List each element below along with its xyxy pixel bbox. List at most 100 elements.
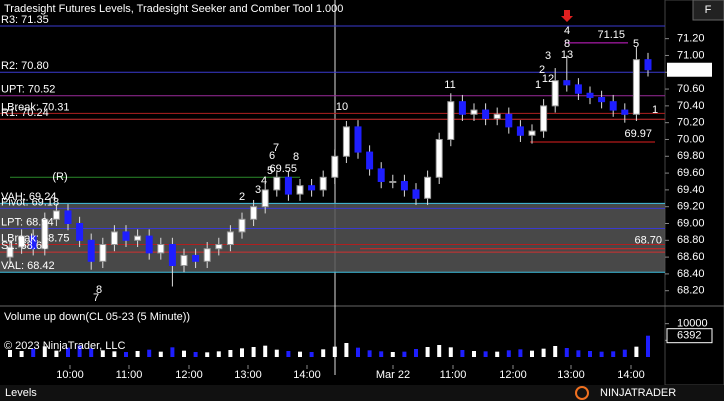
- y-tick-label: 70.60: [677, 83, 705, 95]
- annotation: 3: [255, 184, 261, 196]
- annotation: 8: [293, 151, 299, 163]
- level-label: R3: 71.35: [1, 14, 49, 26]
- candle-body: [110, 231, 118, 246]
- annotation: 10: [336, 101, 348, 113]
- annotation: (R): [52, 171, 67, 183]
- volume-bar: [437, 345, 442, 357]
- candle-body: [134, 235, 142, 241]
- candle-body: [168, 244, 176, 267]
- candle-body: [354, 126, 362, 153]
- candle-body: [435, 138, 443, 178]
- logo-icon: [575, 386, 589, 400]
- x-tick-label: 12:00: [499, 369, 527, 381]
- volume-bar: [344, 343, 349, 357]
- volume-bar: [135, 351, 140, 357]
- candle-body: [180, 254, 188, 267]
- bottom-bar: [0, 385, 724, 401]
- volume-bar: [147, 349, 152, 357]
- level-label: R2: 70.80: [1, 60, 49, 72]
- volume-bar: [182, 350, 186, 357]
- copyright: © 2023 NinjaTrader, LLC: [4, 340, 125, 352]
- volume-bar: [483, 351, 488, 357]
- volume-bar: [170, 347, 175, 357]
- candle-body: [574, 84, 582, 94]
- level-label: Pivot: 69.18: [1, 196, 59, 208]
- candle-body: [563, 80, 571, 86]
- level-label: LPT: 68.94: [1, 216, 54, 228]
- volume-bar: [77, 345, 82, 357]
- annotation: 6: [269, 150, 275, 162]
- annotation: 2: [239, 191, 245, 203]
- x-tick-label: 10:00: [56, 369, 84, 381]
- y-tick-label: 68.60: [677, 251, 705, 263]
- candle-body: [145, 235, 153, 254]
- candle-body: [458, 101, 466, 115]
- volume-bar: [390, 352, 395, 357]
- y-tick-label: 69.20: [677, 201, 705, 213]
- button[interactable]: [692, 0, 724, 21]
- volume-bar: [193, 352, 198, 357]
- candle-body: [540, 105, 548, 132]
- x-tick-label: 13:00: [557, 369, 585, 381]
- volume-bar: [89, 348, 94, 357]
- level-label: VAL: 68.42: [1, 260, 55, 272]
- candle-body: [192, 254, 200, 262]
- y-tick-label: 68.20: [677, 285, 705, 297]
- volume-bar: [379, 351, 384, 357]
- candle-body: [296, 185, 304, 195]
- volume-bar: [634, 346, 639, 357]
- x-tick-label: 14:00: [293, 369, 321, 381]
- candle-body: [598, 96, 606, 103]
- y-tick-label: 69.40: [677, 184, 705, 196]
- arrow-icon: [561, 10, 573, 22]
- candle-body: [308, 185, 316, 191]
- volume-bar: [448, 347, 453, 357]
- candle-body: [412, 189, 420, 199]
- annotation: 7: [93, 292, 99, 304]
- volume-bar: [518, 349, 523, 357]
- volume-bar: [588, 351, 592, 357]
- candle-body: [122, 231, 130, 241]
- y-tick-label: 71.00: [677, 49, 705, 61]
- value-area: [0, 203, 665, 273]
- annotation: 13: [561, 49, 573, 61]
- segment-label: 69.55: [269, 163, 297, 175]
- volume-bar: [541, 348, 546, 357]
- volume-bar: [263, 345, 268, 357]
- y-tick-label: 68.80: [677, 234, 705, 246]
- level-label: S1: 68.66: [1, 240, 48, 252]
- volume-bar: [298, 351, 302, 357]
- y-tick-label: 70.40: [677, 100, 705, 112]
- y-tick-label: 70.20: [677, 117, 705, 129]
- volume-bar: [599, 351, 604, 357]
- volume-bar: [576, 350, 581, 357]
- tab[interactable]: Levels: [5, 387, 37, 399]
- segment-label: 69.97: [624, 128, 652, 140]
- candle-body: [226, 231, 234, 246]
- candle-body: [609, 101, 617, 111]
- level-label: R1: 70.24: [1, 107, 49, 119]
- price-tag-label: 70.83: [675, 64, 703, 76]
- volume-bar: [321, 349, 326, 357]
- button-label[interactable]: F: [705, 4, 712, 16]
- candle-body: [284, 176, 292, 195]
- volume-bar: [54, 350, 59, 357]
- candle-body: [400, 180, 408, 191]
- level-label: LBreak: 70.31: [1, 101, 70, 113]
- candle-body: [377, 168, 385, 182]
- annotation: 7: [273, 142, 279, 154]
- volume-bar: [100, 350, 105, 357]
- x-tick-label: 11:00: [440, 369, 467, 381]
- annotation: 8: [96, 284, 102, 296]
- candle-body: [76, 222, 84, 241]
- candle-body: [250, 206, 258, 220]
- y-tick-label: 69.80: [677, 150, 705, 162]
- volume-bar: [158, 351, 163, 357]
- annotation: 1: [535, 79, 541, 91]
- volume-bar: [31, 348, 36, 357]
- volume-bar: [553, 346, 558, 357]
- candle-body: [273, 176, 281, 191]
- logo: NINJATRADER: [600, 387, 676, 399]
